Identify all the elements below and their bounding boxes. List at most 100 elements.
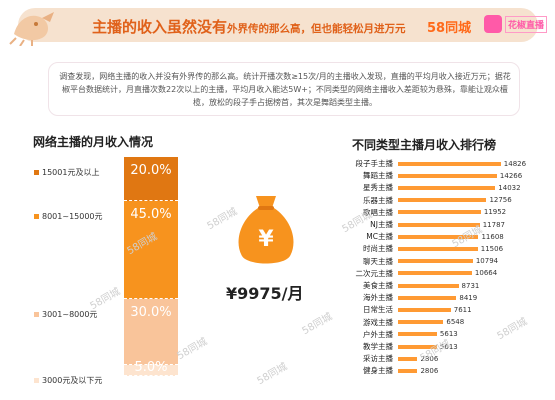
legend-item: 3000元及以下元 (34, 375, 102, 386)
rank-category-label: 采访主播 (363, 354, 393, 364)
rank-category-label: 教学主播 (363, 342, 393, 351)
rank-value-label: 11608 (481, 232, 504, 241)
rank-value-label: 2806 (420, 354, 439, 363)
rank-category-label: MC主播 (366, 232, 393, 242)
stack-segment (124, 299, 178, 366)
stack-segment-label: 30.0% (130, 305, 172, 321)
rank-bar (398, 307, 451, 312)
rank-bar (398, 368, 418, 373)
watermark: 58同城 (88, 286, 123, 313)
stack-segment-label: 5.0% (134, 360, 168, 375)
rank-bar (398, 210, 481, 215)
rank-bar (398, 173, 497, 178)
rank-row: 星秀主播 14032 (342, 182, 521, 193)
rank-category-label: 海外主播 (363, 293, 393, 303)
rank-category-label: 健身主播 (363, 366, 393, 376)
rank-value-label: 14032 (498, 183, 521, 192)
rank-row: 歌唱主播 11952 (342, 207, 506, 218)
legend-item: 3001~8000元 (34, 309, 97, 320)
rank-bar (398, 198, 487, 203)
rank-value-label: 2806 (420, 366, 439, 375)
stack-segment-label: 45.0% (130, 206, 172, 222)
rank-category-label: 舞蹈主播 (363, 171, 393, 181)
rank-bar (398, 271, 472, 276)
header-band (18, 8, 538, 42)
right-chart-title: 不同类型主播月收入排行榜 (352, 138, 497, 152)
mascot-icon (9, 12, 54, 46)
left-chart-title: 网络主播的月收入情况 (33, 135, 154, 149)
rank-category-label: 歌唱主播 (363, 207, 393, 217)
rank-bar (398, 161, 501, 166)
rank-category-label: NJ主播 (370, 220, 393, 229)
rank-category-label: 时尚主播 (363, 244, 393, 254)
rank-row: 日常生活 7611 (342, 304, 472, 315)
page-title-rest: 外界传的那么高，但也能轻松月进万元 (227, 23, 406, 35)
money-bag-icon: ¥ (238, 196, 294, 264)
rank-bar (398, 320, 444, 325)
legend-swatch (34, 312, 39, 318)
rank-bar (398, 295, 457, 300)
rank-category-label: 二次元主播 (355, 268, 394, 278)
rank-value-label: 6548 (446, 318, 465, 327)
rank-row: 聊天主播 10794 (342, 256, 498, 267)
rank-row: 游戏主播 6548 (342, 317, 464, 328)
rank-value-label: 12756 (489, 196, 512, 205)
rank-category-label: 星秀主播 (363, 183, 393, 193)
description-box (48, 62, 520, 116)
rank-value-label: 8731 (461, 281, 480, 290)
rank-bar (398, 356, 418, 361)
legend-swatch (34, 213, 39, 219)
rank-row: 采访主播 2806 (342, 353, 438, 364)
rank-row: 海外主播 8419 (342, 292, 477, 303)
watermark: 58同城 (175, 336, 210, 363)
logo-live: 花椒直播 (484, 14, 548, 34)
legend-label: 3000元及以下元 (42, 376, 103, 386)
stack-segment (124, 200, 178, 300)
rank-value-label: 11952 (483, 208, 507, 217)
legend-label: 8001~15000元 (42, 211, 103, 221)
rank-category-label: 游戏主播 (363, 317, 393, 327)
stack-segment-label: 20.0% (130, 163, 172, 178)
watermark: 58同城 (495, 316, 530, 343)
rank-value-label: 5613 (439, 342, 458, 351)
logo-live-text: 花椒直播 (505, 15, 548, 33)
watermark: 58同城 (300, 311, 335, 338)
rank-bar (398, 222, 480, 227)
legend-swatch (34, 170, 39, 175)
header-banner: 主播的收入虽然没有外界传的那么高，但也能轻松月进万元 58同城 花椒直播 (0, 0, 555, 48)
svg-text:¥: ¥ (258, 227, 274, 252)
rank-value-label: 11506 (480, 244, 504, 253)
rank-value-label: 10664 (474, 269, 498, 278)
description-text: 调查发现，网络主播的收入并没有外界传的那么高。统计开播次数≥15次/月的主播收入… (59, 72, 511, 107)
stack-segment (124, 157, 178, 201)
rank-category-label: 段子手主播 (355, 159, 394, 168)
rank-row: 美食主播 8731 (342, 280, 479, 291)
stack-segment (124, 365, 178, 376)
legend-swatch (34, 378, 39, 384)
rank-row: 段子手主播 14826 (342, 158, 527, 169)
watermark: 58同城 (255, 361, 290, 388)
income-stacked-bar: 20.0% 45.0% 30.0% 5.0% (124, 157, 178, 376)
rank-row: 教学主播 5613 (342, 341, 458, 352)
rank-value-label: 14826 (503, 159, 527, 168)
rank-bar (398, 259, 473, 264)
legend-label: 15001元及以上 (42, 168, 100, 177)
rank-value-label: 7611 (453, 305, 472, 314)
rank-row: 二次元主播 10664 (342, 268, 498, 279)
rank-value-label: 14266 (499, 171, 523, 180)
rank-category-label: 聊天主播 (363, 256, 393, 266)
rank-category-label: 户外主播 (363, 329, 393, 339)
rank-bar (398, 185, 496, 190)
rank-row: NJ主播 11787 (342, 219, 505, 230)
rank-category-label: 乐器主播 (363, 195, 393, 205)
rank-row: 时尚主播 11506 (342, 243, 503, 254)
rank-bar (398, 234, 479, 239)
rank-bar (398, 332, 437, 337)
rank-category-label: 美食主播 (363, 281, 393, 290)
rank-row: 舞蹈主播 14266 (342, 170, 522, 181)
legend-item: 8001~15000元 (34, 211, 103, 222)
page-title-main: 主播的收入虽然没有 (92, 18, 228, 36)
rank-bar (398, 283, 459, 288)
rank-row: 乐器主播 12756 (342, 195, 512, 206)
legend-item: 15001元及以上 (34, 167, 99, 178)
